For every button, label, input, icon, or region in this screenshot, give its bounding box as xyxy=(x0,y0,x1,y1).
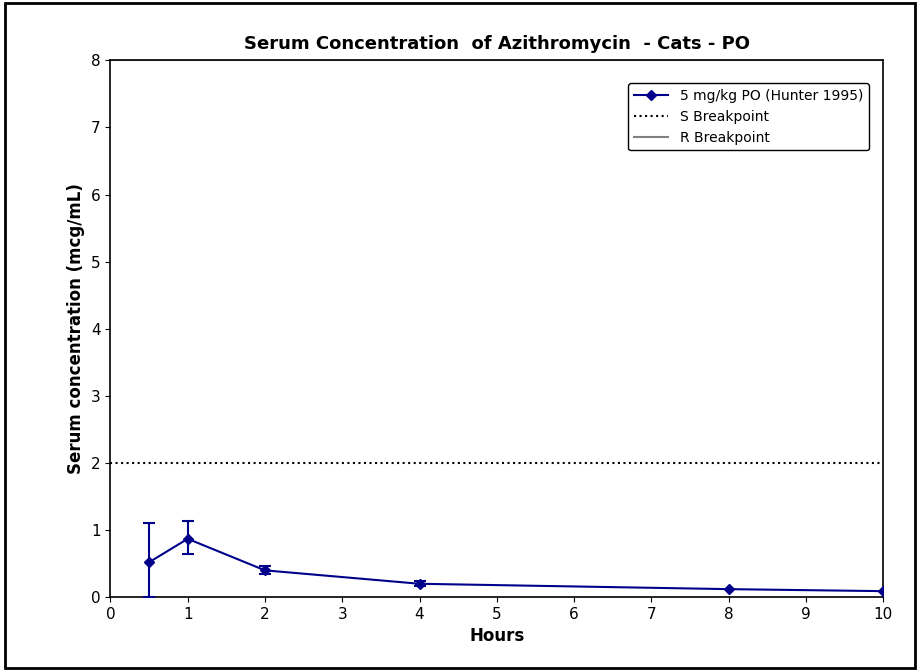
Legend: 5 mg/kg PO (Hunter 1995), S Breakpoint, R Breakpoint: 5 mg/kg PO (Hunter 1995), S Breakpoint, … xyxy=(628,83,868,150)
X-axis label: Hours: Hours xyxy=(469,627,524,646)
Title: Serum Concentration  of Azithromycin  - Cats - PO: Serum Concentration of Azithromycin - Ca… xyxy=(244,36,749,53)
Y-axis label: Serum concentration (mcg/mL): Serum concentration (mcg/mL) xyxy=(67,183,85,474)
